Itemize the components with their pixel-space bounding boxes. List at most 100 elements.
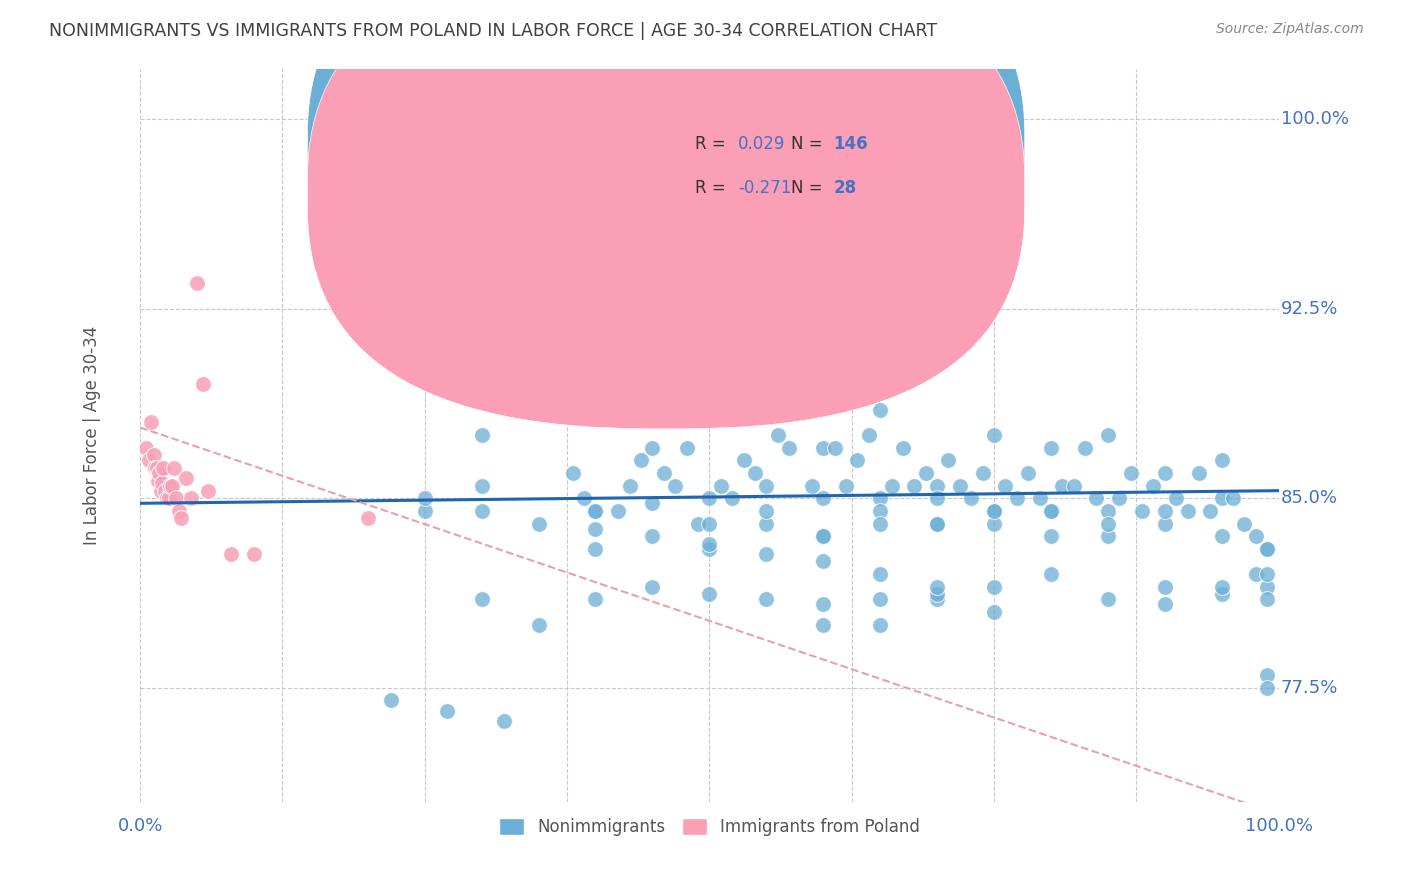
Text: NONIMMIGRANTS VS IMMIGRANTS FROM POLAND IN LABOR FORCE | AGE 30-34 CORRELATION C: NONIMMIGRANTS VS IMMIGRANTS FROM POLAND … xyxy=(49,22,938,40)
Point xyxy=(755,516,778,531)
Point xyxy=(561,466,583,480)
Point xyxy=(1256,567,1278,582)
Point xyxy=(135,441,157,455)
Point xyxy=(675,441,697,455)
Point xyxy=(641,529,664,543)
Point xyxy=(585,522,607,536)
Point xyxy=(1142,478,1164,492)
Point xyxy=(699,365,721,379)
Point xyxy=(380,340,402,354)
Point xyxy=(471,478,494,492)
Point xyxy=(846,453,869,467)
Point xyxy=(641,580,664,594)
Point xyxy=(652,466,675,480)
Point xyxy=(1211,491,1233,506)
Point xyxy=(1256,541,1278,556)
Text: 92.5%: 92.5% xyxy=(1281,300,1339,318)
Point xyxy=(811,598,834,612)
Point xyxy=(925,592,948,607)
FancyBboxPatch shape xyxy=(630,116,886,222)
Point xyxy=(1256,668,1278,682)
Point xyxy=(159,478,181,492)
Text: R =: R = xyxy=(695,179,731,197)
Text: -0.271: -0.271 xyxy=(738,179,792,197)
Text: In Labor Force | Age 30-34: In Labor Force | Age 30-34 xyxy=(83,326,101,545)
Point xyxy=(869,402,891,417)
Point xyxy=(1039,504,1062,518)
Point xyxy=(1052,478,1074,492)
Point xyxy=(1233,516,1256,531)
Point xyxy=(983,516,1005,531)
Point xyxy=(1039,567,1062,582)
Point xyxy=(1177,504,1199,518)
Point xyxy=(1005,491,1028,506)
Point xyxy=(471,428,494,442)
Point xyxy=(914,466,936,480)
Point xyxy=(925,516,948,531)
Point xyxy=(1097,592,1119,607)
Text: 100.0%: 100.0% xyxy=(1244,817,1313,835)
Point xyxy=(1166,491,1188,506)
Point xyxy=(1119,466,1142,480)
Point xyxy=(699,537,721,551)
Point xyxy=(869,491,891,506)
Point xyxy=(1097,516,1119,531)
Point xyxy=(869,516,891,531)
Point xyxy=(527,617,550,632)
Point xyxy=(1097,529,1119,543)
Point xyxy=(380,693,402,707)
Text: 0.029: 0.029 xyxy=(738,135,785,153)
Point xyxy=(925,516,948,531)
Point xyxy=(191,377,214,392)
Point xyxy=(482,377,505,392)
Point xyxy=(141,416,163,430)
Point xyxy=(413,491,436,506)
Point xyxy=(180,491,202,506)
Point xyxy=(994,478,1017,492)
Point xyxy=(1153,580,1175,594)
Point xyxy=(983,428,1005,442)
Text: 100.0%: 100.0% xyxy=(1281,110,1348,128)
Point xyxy=(357,511,380,525)
Point xyxy=(699,516,721,531)
Point xyxy=(1097,428,1119,442)
Point xyxy=(699,541,721,556)
Point xyxy=(755,547,778,561)
Point xyxy=(447,377,470,392)
Point xyxy=(572,491,595,506)
Text: N =: N = xyxy=(792,179,828,197)
Point xyxy=(186,277,208,291)
Point xyxy=(983,504,1005,518)
Point xyxy=(1256,541,1278,556)
Point xyxy=(1153,598,1175,612)
Point xyxy=(880,478,903,492)
Point xyxy=(1199,504,1222,518)
Point xyxy=(153,483,176,498)
Point xyxy=(527,340,550,354)
Point xyxy=(811,529,834,543)
Point xyxy=(721,491,744,506)
Point xyxy=(925,491,948,506)
FancyBboxPatch shape xyxy=(308,0,1025,384)
Point xyxy=(699,491,721,506)
Point xyxy=(149,483,172,498)
Point xyxy=(1256,681,1278,695)
Point xyxy=(641,496,664,510)
Point xyxy=(925,580,948,594)
Point xyxy=(607,504,630,518)
Point xyxy=(243,547,266,561)
Point xyxy=(1188,466,1211,480)
Point xyxy=(1211,453,1233,467)
Point xyxy=(1244,567,1267,582)
Point xyxy=(138,453,160,467)
Point xyxy=(811,491,834,506)
Point xyxy=(197,483,219,498)
Point xyxy=(811,441,834,455)
Point xyxy=(686,516,709,531)
Point xyxy=(1039,529,1062,543)
Point xyxy=(858,428,880,442)
Point xyxy=(925,587,948,601)
Point xyxy=(1153,504,1175,518)
Point xyxy=(869,504,891,518)
Point xyxy=(471,504,494,518)
